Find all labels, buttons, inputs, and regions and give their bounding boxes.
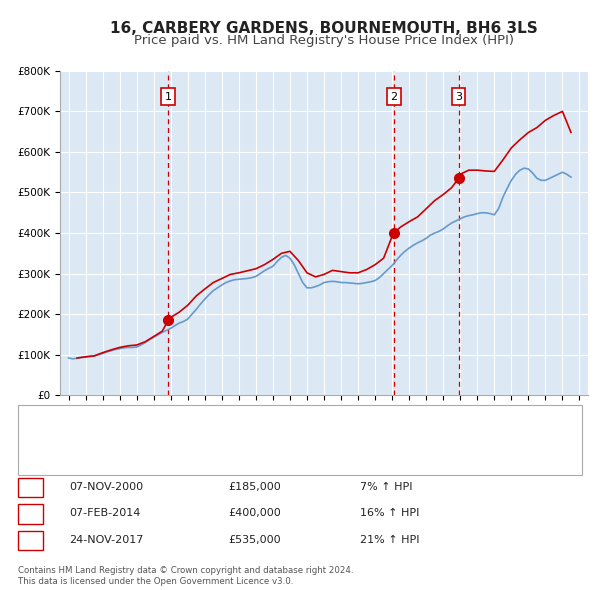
- Text: 2: 2: [27, 509, 34, 518]
- Text: ——: ——: [39, 455, 54, 468]
- Text: 07-NOV-2000: 07-NOV-2000: [69, 482, 143, 491]
- Text: 16, CARBERY GARDENS, BOURNEMOUTH, BH6 3LS: 16, CARBERY GARDENS, BOURNEMOUTH, BH6 3L…: [110, 21, 538, 35]
- Text: 3: 3: [27, 535, 34, 545]
- Text: £400,000: £400,000: [228, 509, 281, 518]
- Text: 7% ↑ HPI: 7% ↑ HPI: [360, 482, 413, 491]
- Text: HPI: Average price, detached house, Bournemouth Christchurch and Poole: HPI: Average price, detached house, Bour…: [69, 457, 440, 466]
- Text: 1: 1: [27, 482, 34, 491]
- Text: 24-NOV-2017: 24-NOV-2017: [69, 535, 143, 545]
- Text: 21% ↑ HPI: 21% ↑ HPI: [360, 535, 419, 545]
- Text: Contains HM Land Registry data © Crown copyright and database right 2024.: Contains HM Land Registry data © Crown c…: [18, 566, 353, 575]
- Text: ——: ——: [39, 408, 54, 421]
- Text: 3: 3: [455, 92, 462, 101]
- Text: £185,000: £185,000: [228, 482, 281, 491]
- Text: £535,000: £535,000: [228, 535, 281, 545]
- Text: 16, CARBERY GARDENS, BOURNEMOUTH, BH6 3LS (detached house): 16, CARBERY GARDENS, BOURNEMOUTH, BH6 3L…: [69, 410, 412, 419]
- Text: 1: 1: [165, 92, 172, 101]
- Text: 07-FEB-2014: 07-FEB-2014: [69, 509, 140, 518]
- Text: Price paid vs. HM Land Registry's House Price Index (HPI): Price paid vs. HM Land Registry's House …: [134, 34, 514, 47]
- Text: This data is licensed under the Open Government Licence v3.0.: This data is licensed under the Open Gov…: [18, 577, 293, 586]
- Text: 16% ↑ HPI: 16% ↑ HPI: [360, 509, 419, 518]
- Text: 2: 2: [390, 92, 397, 101]
